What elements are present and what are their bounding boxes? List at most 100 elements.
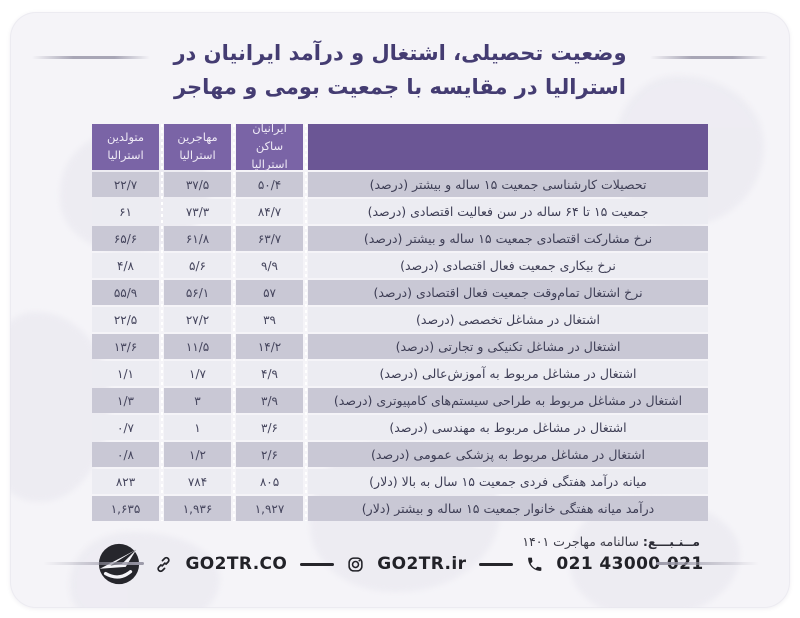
dashed-column-separator (233, 124, 235, 522)
footer-flourish-line (656, 562, 768, 565)
row-indicator-label: اشتغال در مشاغل تخصصی (درصد) (308, 307, 708, 333)
instagram-icon (347, 556, 364, 573)
value-iranians-in-australia: ۶۳/۷ (236, 226, 303, 252)
value-iranians-in-australia: ۳/۹ (236, 388, 303, 414)
row-indicator-label: جمعیت ۱۵ تا ۶۴ ساله در سن فعالیت اقتصادی… (308, 199, 708, 225)
value-australia-born: ۲۲/۷ (92, 172, 159, 198)
value-australia-born: ۰/۷ (92, 415, 159, 441)
value-iranians-in-australia: ۱۴/۲ (236, 334, 303, 360)
table-row: نرخ بیکاری جمعیت فعال اقتصادی (درصد) ۹/۹… (92, 253, 708, 279)
row-indicator-label: اشتغال در مشاغل مربوط به مهندسی (درصد) (308, 415, 708, 441)
value-australia-migrants: ۱/۷ (164, 361, 231, 387)
header-australia-migrants: مهاجرین استرالیا (164, 124, 231, 171)
value-australia-migrants: ۱,۹۳۶ (164, 496, 231, 522)
table-header-row: ایرانیان ساکن استرالیا مهاجرین استرالیا … (92, 121, 708, 171)
value-australia-born: ۱/۳ (92, 388, 159, 414)
row-indicator-label: اشتغال در مشاغل مربوط به آموزش‌عالی (درص… (308, 361, 708, 387)
value-australia-migrants: ۲۷/۲ (164, 307, 231, 333)
table-row: اشتغال در مشاغل مربوط به مهندسی (درصد) ۳… (92, 415, 708, 441)
table-row: نرخ اشتغال تمام‌وقت جمعیت فعال اقتصادی (… (92, 280, 708, 306)
map-watermark (70, 532, 220, 608)
table-row: جمعیت ۱۵ تا ۶۴ ساله در سن فعالیت اقتصادی… (92, 199, 708, 225)
value-australia-born: ۱/۱ (92, 361, 159, 387)
phone-number-text: 021 43000 021 (556, 554, 704, 574)
header-text: مهاجرین (177, 130, 218, 145)
value-australia-migrants: ۳ (164, 388, 231, 414)
row-indicator-label: نرخ اشتغال تمام‌وقت جمعیت فعال اقتصادی (… (308, 280, 708, 306)
value-iranians-in-australia: ۱,۹۲۷ (236, 496, 303, 522)
header-iranians-in-australia: ایرانیان ساکن استرالیا (236, 121, 303, 171)
table-row: نرخ مشارکت اقتصادی جمعیت ۱۵ ساله و بیشتر… (92, 226, 708, 252)
value-iranians-in-australia: ۸۰۵ (236, 469, 303, 495)
header-text: استرالیا (179, 148, 216, 163)
value-australia-migrants: ۷۸۴ (164, 469, 231, 495)
row-indicator-label: درآمد میانه هفتگی خانوار جمعیت ۱۵ ساله و… (308, 496, 708, 522)
value-iranians-in-australia: ۳۹ (236, 307, 303, 333)
value-iranians-in-australia: ۵۷ (236, 280, 303, 306)
row-indicator-label: اشتغال در مشاغل مربوط به پزشکی عمومی (در… (308, 442, 708, 468)
value-australia-born: ۰/۸ (92, 442, 159, 468)
table-row: تحصیلات کارشناسی جمعیت ۱۵ ساله و بیشتر (… (92, 172, 708, 198)
value-iranians-in-australia: ۲/۶ (236, 442, 303, 468)
separator-dash (479, 562, 514, 566)
header-australia-born: متولدین استرالیا (92, 124, 159, 171)
footer-flourish-line (32, 562, 144, 565)
table-row: اشتغال در مشاغل تکنیکی و تجارتی (درصد) ۱… (92, 334, 708, 360)
value-australia-born: ۱۳/۶ (92, 334, 159, 360)
phone-icon (526, 556, 543, 573)
website-text: GO2TR.CO (185, 554, 288, 574)
infographic-card: وضعیت تحصیلی، اشتغال و درآمد ایرانیان در… (10, 12, 790, 608)
value-australia-born: ۶۵/۶ (92, 226, 159, 252)
header-text: ساکن استرالیا (251, 139, 288, 171)
table-row: اشتغال در مشاغل مربوط به آموزش‌عالی (درص… (92, 361, 708, 387)
page-title: وضعیت تحصیلی، اشتغال و درآمد ایرانیان در… (10, 12, 790, 104)
value-australia-born: ۱,۶۳۵ (92, 496, 159, 522)
separator-dash (300, 562, 335, 566)
header-text: ایرانیان (252, 121, 287, 136)
header-text: استرالیا (107, 148, 144, 163)
title-line-2: استرالیا در مقایسه با جمعیت بومی و مهاجر (173, 75, 626, 100)
table-row: اشتغال در مشاغل مربوط به پزشکی عمومی (در… (92, 442, 708, 468)
title-flourish-line (650, 56, 768, 59)
comparison-table: ایرانیان ساکن استرالیا مهاجرین استرالیا … (92, 121, 708, 522)
table-row: اشتغال در مشاغل تخصصی (درصد) ۳۹ ۲۷/۲ ۲۲/… (92, 307, 708, 333)
row-indicator-label: نرخ بیکاری جمعیت فعال اقتصادی (درصد) (308, 253, 708, 279)
value-iranians-in-australia: ۹/۹ (236, 253, 303, 279)
value-australia-migrants: ۳۷/۵ (164, 172, 231, 198)
value-australia-migrants: ۵/۶ (164, 253, 231, 279)
row-indicator-label: تحصیلات کارشناسی جمعیت ۱۵ ساله و بیشتر (… (308, 172, 708, 198)
instagram-handle-text: GO2TR.ir (377, 554, 467, 574)
value-iranians-in-australia: ۸۴/۷ (236, 199, 303, 225)
value-iranians-in-australia: ۳/۶ (236, 415, 303, 441)
row-indicator-label: اشتغال در مشاغل مربوط به طراحی سیستم‌های… (308, 388, 708, 414)
title-flourish-line (32, 56, 150, 59)
value-australia-migrants: ۶۱/۸ (164, 226, 231, 252)
value-australia-born: ۸۲۳ (92, 469, 159, 495)
title-line-1: وضعیت تحصیلی، اشتغال و درآمد ایرانیان در (173, 41, 627, 65)
value-iranians-in-australia: ۴/۹ (236, 361, 303, 387)
table-row: اشتغال در مشاغل مربوط به طراحی سیستم‌های… (92, 388, 708, 414)
header-indicator-column (308, 124, 708, 171)
value-australia-migrants: ۵۶/۱ (164, 280, 231, 306)
contact-bar: GO2TR.CO GO2TR.ir 021 43000 021 (10, 540, 790, 588)
value-australia-migrants: ۷۳/۳ (164, 199, 231, 225)
source-label: مــنـبـــع: (642, 534, 700, 550)
row-indicator-label: میانه درآمد هفتگی فردی جمعیت ۱۵ سال به ب… (308, 469, 708, 495)
source-note: مــنـبـــع: سالنامه مهاجرت ۱۴۰۱ (10, 534, 700, 549)
value-australia-migrants: ۱ (164, 415, 231, 441)
header-text: متولدین (106, 130, 145, 145)
table-row: میانه درآمد هفتگی فردی جمعیت ۱۵ سال به ب… (92, 469, 708, 495)
value-australia-born: ۵۵/۹ (92, 280, 159, 306)
row-indicator-label: اشتغال در مشاغل تکنیکی و تجارتی (درصد) (308, 334, 708, 360)
row-indicator-label: نرخ مشارکت اقتصادی جمعیت ۱۵ ساله و بیشتر… (308, 226, 708, 252)
value-iranians-in-australia: ۵۰/۴ (236, 172, 303, 198)
source-value: سالنامه مهاجرت ۱۴۰۱ (522, 534, 639, 550)
value-australia-born: ۶۱ (92, 199, 159, 225)
table-body: تحصیلات کارشناسی جمعیت ۱۵ ساله و بیشتر (… (92, 172, 708, 522)
value-australia-migrants: ۱۱/۵ (164, 334, 231, 360)
link-icon (155, 556, 172, 573)
dashed-column-separator (305, 124, 307, 522)
table-row: درآمد میانه هفتگی خانوار جمعیت ۱۵ ساله و… (92, 496, 708, 522)
value-australia-migrants: ۱/۲ (164, 442, 231, 468)
value-australia-born: ۲۲/۵ (92, 307, 159, 333)
